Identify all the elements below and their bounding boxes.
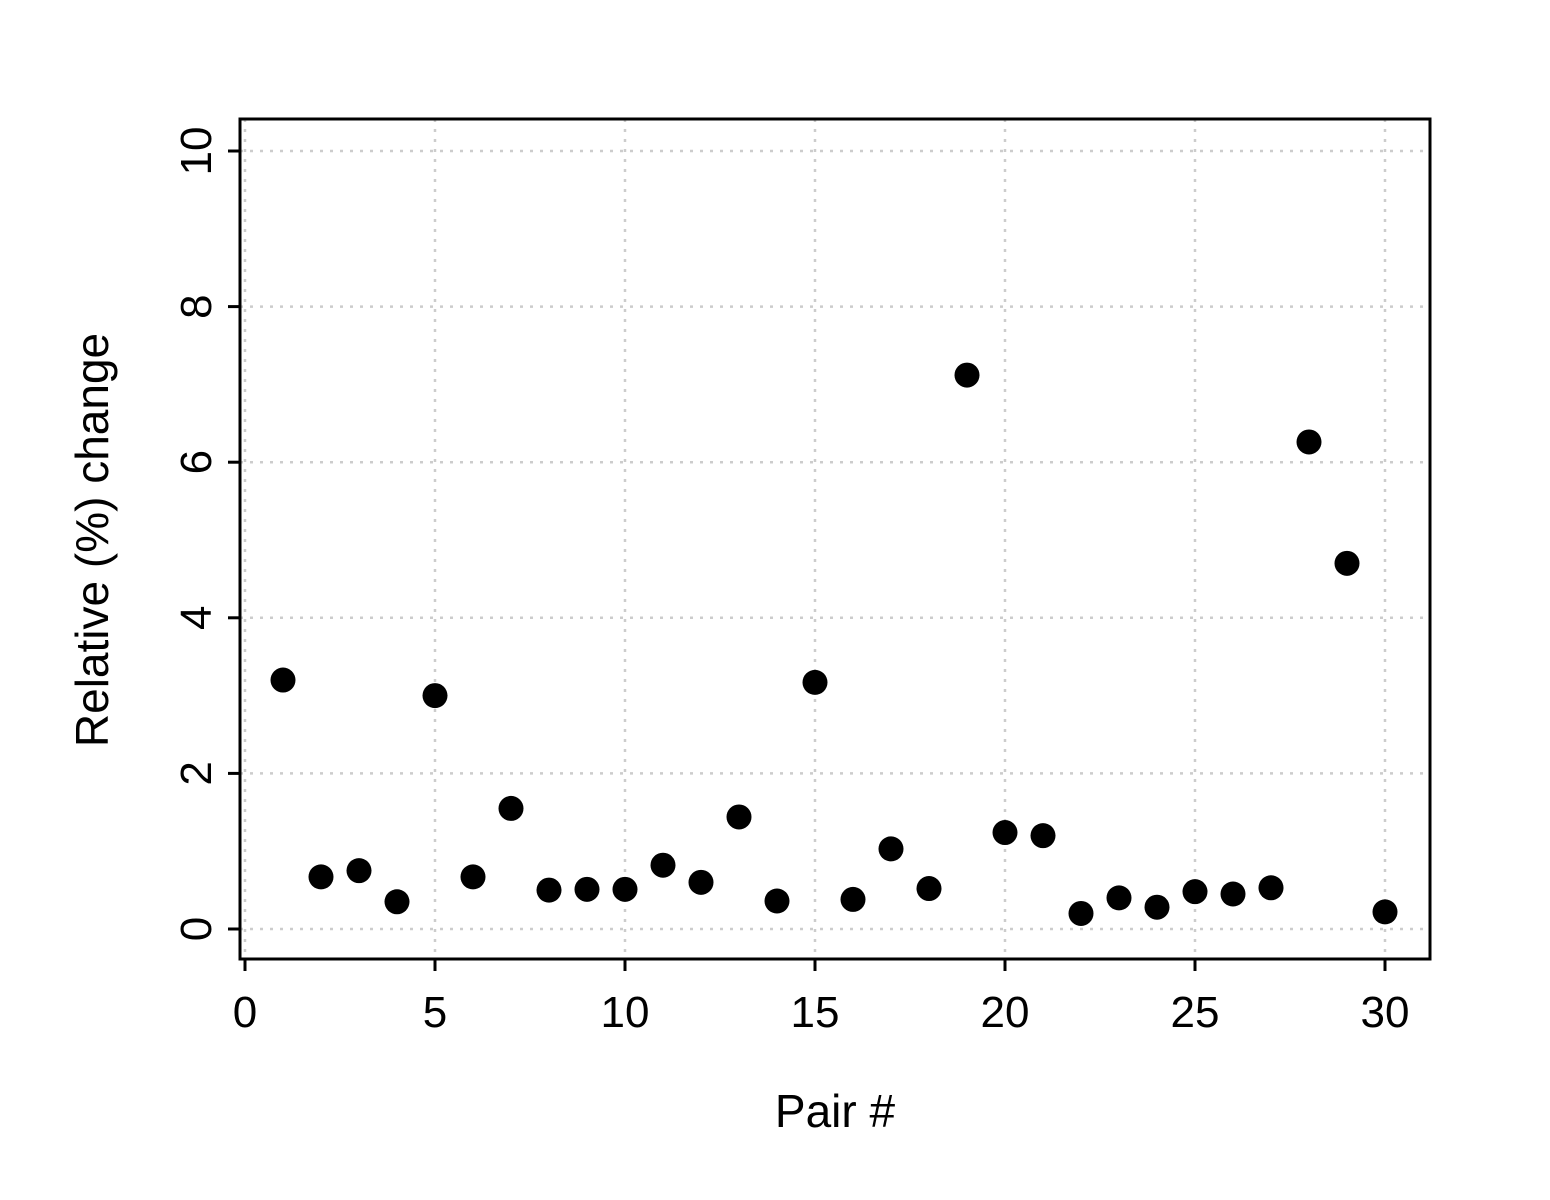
x-tick-label: 0 [233,988,257,1037]
data-point [878,836,904,862]
x-tick-label: 10 [601,988,650,1037]
y-axis-title: Relative (%) change [66,333,118,747]
data-point [840,886,866,912]
data-point [422,683,448,709]
y-tick-label: 10 [172,127,221,176]
data-point [1220,881,1246,907]
data-point [992,820,1018,846]
data-point [1182,879,1208,905]
data-point [688,869,714,895]
y-tick-label: 6 [172,450,221,474]
x-tick-label: 20 [981,988,1030,1037]
data-point [1144,894,1170,920]
x-tick-label: 30 [1361,988,1410,1037]
y-tick-label: 0 [172,917,221,941]
data-point [1372,899,1398,925]
data-points [270,362,1398,926]
data-point [726,804,752,830]
data-point [384,889,410,915]
data-point [1068,900,1094,926]
data-point [574,876,600,902]
plot-frame [238,117,1432,961]
y-tick-label: 4 [172,606,221,630]
data-point [916,876,942,902]
y-tick-label: 2 [172,761,221,785]
x-tick-label: 5 [423,988,447,1037]
axis-ticks: 0 5 10 15 20 25 30 0 2 4 6 8 10 [172,127,1409,1037]
data-point [650,852,676,878]
data-point [802,669,828,695]
data-point [498,795,524,821]
data-point [612,876,638,902]
data-point [270,667,296,693]
data-point [460,864,486,890]
data-point [346,858,372,884]
data-point [536,877,562,903]
data-point [308,864,334,890]
data-point [1258,875,1284,901]
y-tick-label: 8 [172,294,221,318]
x-axis-title: Pair # [775,1085,896,1137]
grid [240,119,1430,959]
data-point [764,888,790,914]
data-point [1106,885,1132,911]
data-point [954,362,980,388]
data-point [1296,429,1322,455]
x-tick-label: 25 [1171,988,1220,1037]
data-point [1030,823,1056,849]
x-tick-label: 15 [791,988,840,1037]
data-point [1334,550,1360,576]
